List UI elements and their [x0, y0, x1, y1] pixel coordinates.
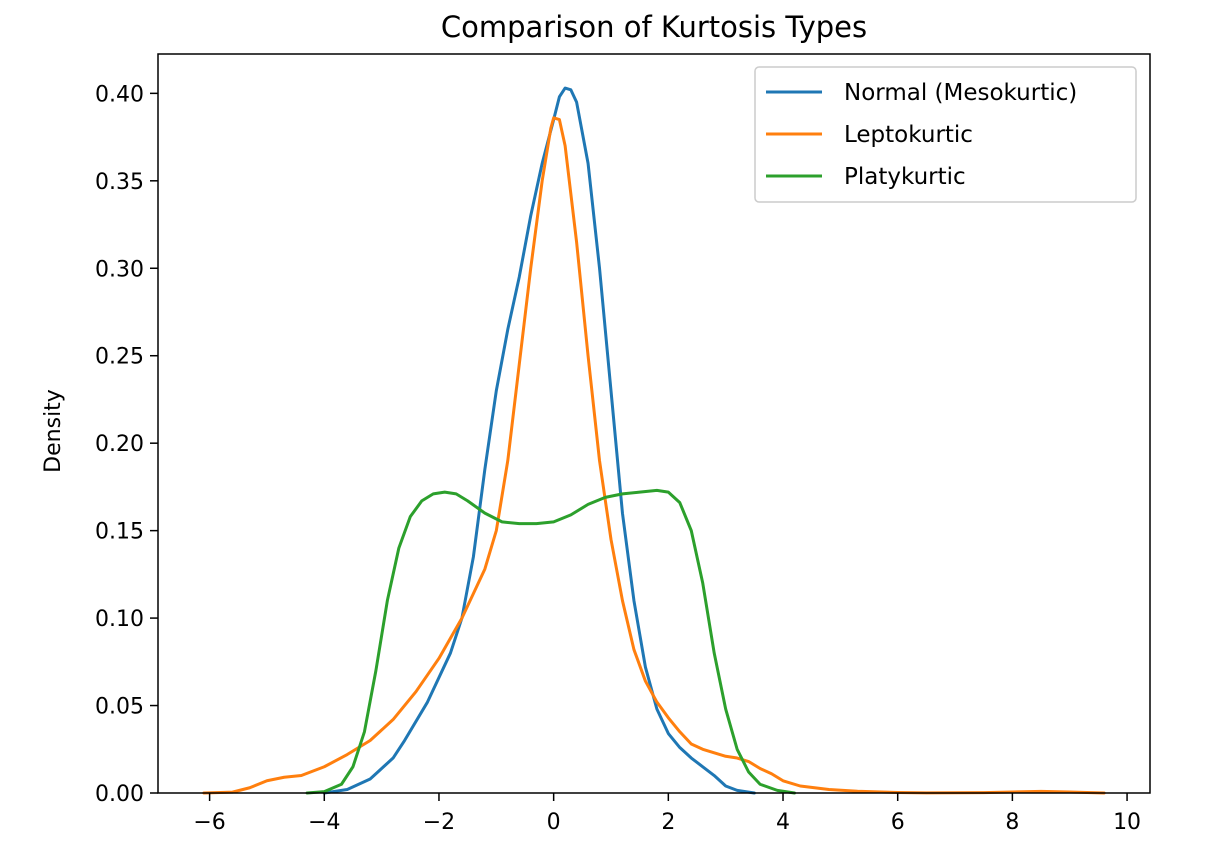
series-line-3: [305, 488, 796, 795]
y-tick-label: 0.40: [95, 82, 144, 107]
y-tick-label: 0.25: [95, 345, 144, 370]
x-tick-label: −2: [423, 810, 455, 835]
x-tick-label: −6: [193, 810, 225, 835]
legend-label-2: Leptokurtic: [844, 122, 973, 148]
series-line-2: [202, 116, 1106, 795]
chart-title: Comparison of Kurtosis Types: [441, 10, 867, 44]
y-tick-label: 0.15: [95, 520, 144, 545]
series-layer: [202, 86, 1106, 795]
x-tick-label: 0: [547, 810, 561, 835]
y-tick-label: 0.05: [95, 695, 144, 720]
y-tick-label: 0.00: [95, 782, 144, 807]
x-tick-label: 8: [1005, 810, 1019, 835]
y-axis: 0.00 0.05 0.10 0.15 0.20 0.25 0.30 0.35 0.40: [95, 82, 158, 807]
y-tick-label: 0.30: [95, 257, 144, 282]
legend: Normal (Mesokurtic) Leptokurtic Platykurti…: [754, 66, 1137, 203]
legend-label-1: Normal (Mesokurtic): [844, 80, 1077, 106]
x-tick-label: 4: [776, 810, 790, 835]
series-line-1: [322, 86, 756, 795]
x-tick-label: 10: [1113, 810, 1141, 835]
legend-label-3: Platykurtic: [844, 164, 966, 190]
x-axis: −6 −4 −2 0 2 4 6 8 10: [193, 793, 1141, 835]
x-tick-label: 2: [661, 810, 675, 835]
x-tick-label: −4: [308, 810, 340, 835]
y-tick-label: 0.10: [95, 607, 144, 632]
legend-box: [754, 66, 1137, 203]
x-tick-label: 6: [891, 810, 905, 835]
y-axis-label: Density: [41, 389, 66, 473]
y-tick-label: 0.20: [95, 432, 144, 457]
plot-area-frame: [157, 53, 1151, 794]
y-tick-label: 0.35: [95, 170, 144, 195]
